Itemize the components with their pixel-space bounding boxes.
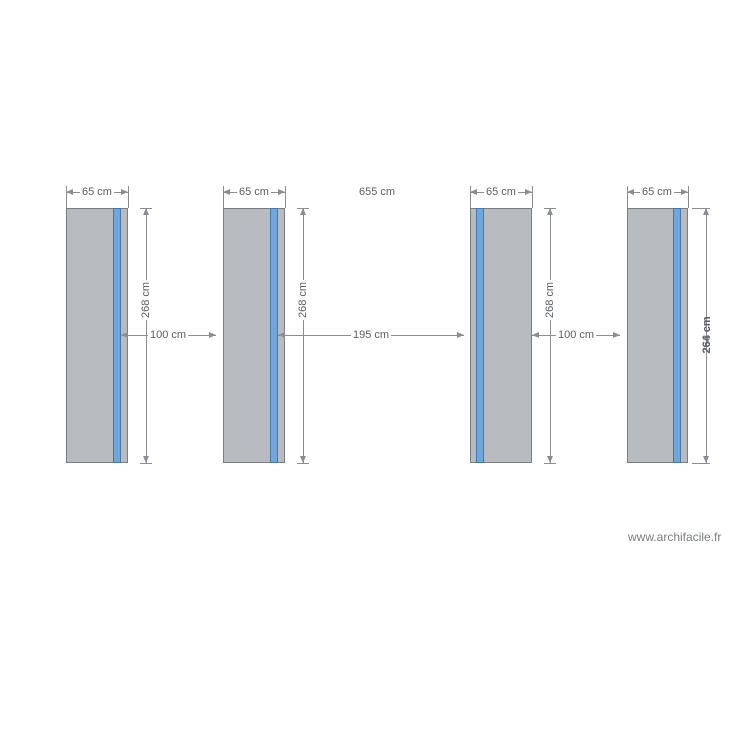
dim-arrow xyxy=(547,456,553,463)
dim-tick xyxy=(688,186,689,208)
dim-label: 100 cm xyxy=(148,329,188,341)
dim-label: 65 cm xyxy=(640,186,674,198)
dim-label: 268 cm xyxy=(140,280,152,320)
dim-label: 65 cm xyxy=(484,186,518,198)
dim-arrow xyxy=(613,332,620,338)
dim-tick xyxy=(297,463,309,464)
dim-arrow xyxy=(143,208,149,215)
dim-arrow xyxy=(223,189,230,195)
dim-arrow xyxy=(703,208,709,215)
dim-label: 268 cm xyxy=(544,280,556,320)
dim-arrow xyxy=(525,189,532,195)
dim-arrow xyxy=(681,189,688,195)
dim-line xyxy=(303,208,304,463)
dim-tick xyxy=(532,186,533,208)
dim-arrow xyxy=(627,189,634,195)
panel-4-stripe xyxy=(673,208,681,463)
dim-arrow xyxy=(532,332,539,338)
dim-label: 195 cm xyxy=(351,329,391,341)
dim-tick xyxy=(140,463,152,464)
dim-arrow xyxy=(457,332,464,338)
dim-tick xyxy=(544,463,556,464)
dim-label-overall: 655 cm xyxy=(357,186,397,198)
watermark-text: www.archifacile.fr xyxy=(628,530,721,544)
dim-arrow xyxy=(209,332,216,338)
dim-arrow xyxy=(121,189,128,195)
dim-tick xyxy=(544,208,556,209)
dim-label: 268 cm xyxy=(297,280,309,320)
dim-line xyxy=(550,208,551,463)
dim-arrow xyxy=(547,208,553,215)
panel-2-stripe xyxy=(270,208,278,463)
dim-arrow xyxy=(470,189,477,195)
dim-line xyxy=(146,208,147,463)
dim-arrow xyxy=(300,208,306,215)
dim-arrow xyxy=(121,332,128,338)
dim-tick xyxy=(692,463,710,464)
panel-3-stripe xyxy=(476,208,484,463)
dim-arrow xyxy=(300,456,306,463)
dim-arrow xyxy=(703,456,709,463)
dim-tick xyxy=(128,186,129,208)
dim-label-secondary: 268 cm xyxy=(701,315,713,355)
dim-arrow xyxy=(278,189,285,195)
dim-tick xyxy=(285,186,286,208)
dim-tick xyxy=(692,208,710,209)
dim-label: 100 cm xyxy=(556,329,596,341)
diagram-canvas: 65 cm 65 cm 655 cm 65 cm 65 cm 100 cm 19… xyxy=(0,0,750,750)
panel-1-stripe xyxy=(113,208,121,463)
dim-tick xyxy=(297,208,309,209)
dim-arrow xyxy=(143,456,149,463)
dim-arrow xyxy=(278,332,285,338)
dim-label: 65 cm xyxy=(237,186,271,198)
dim-tick xyxy=(140,208,152,209)
dim-label: 65 cm xyxy=(80,186,114,198)
dim-arrow xyxy=(66,189,73,195)
